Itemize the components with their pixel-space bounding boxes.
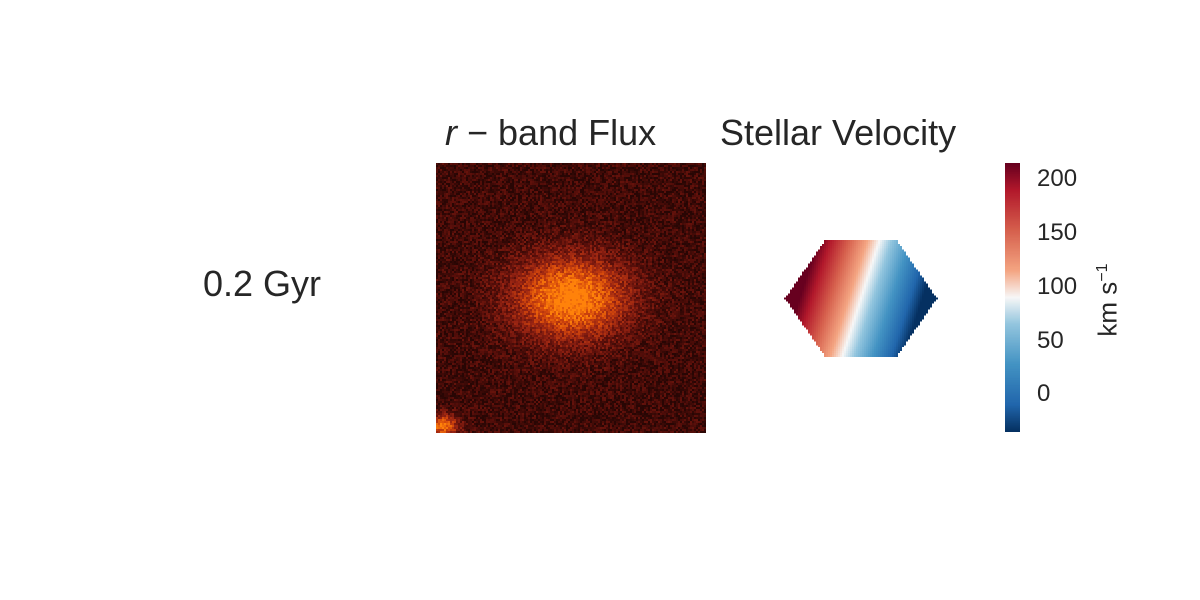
flux-title-text: − band Flux [457,112,657,153]
colorbar-gradient [1005,163,1020,432]
colorbar-unit-main: km s [1092,281,1123,337]
velocity-map [780,200,940,395]
colorbar-tick-label: 150 [1037,218,1078,246]
row-label: 0.2 Gyr [203,263,322,304]
flux-panel-title: r − band Flux [445,112,656,154]
colorbar-tick-label: 50 [1037,326,1064,354]
colorbar [1005,163,1020,432]
colorbar-unit-label: km s−1 [1093,263,1124,336]
colorbar-tick-label: 200 [1037,165,1078,193]
velocity-panel-title: Stellar Velocity [720,112,957,153]
colorbar-tick-label: 100 [1037,272,1078,300]
flux-heatmap [436,163,706,433]
flux-map [436,163,706,433]
colorbar-tick-label: 0 [1037,380,1051,408]
velocity-heatmap [780,200,940,395]
flux-title-symbol: r [445,112,457,153]
colorbar-unit-exponent: −1 [1093,263,1111,282]
